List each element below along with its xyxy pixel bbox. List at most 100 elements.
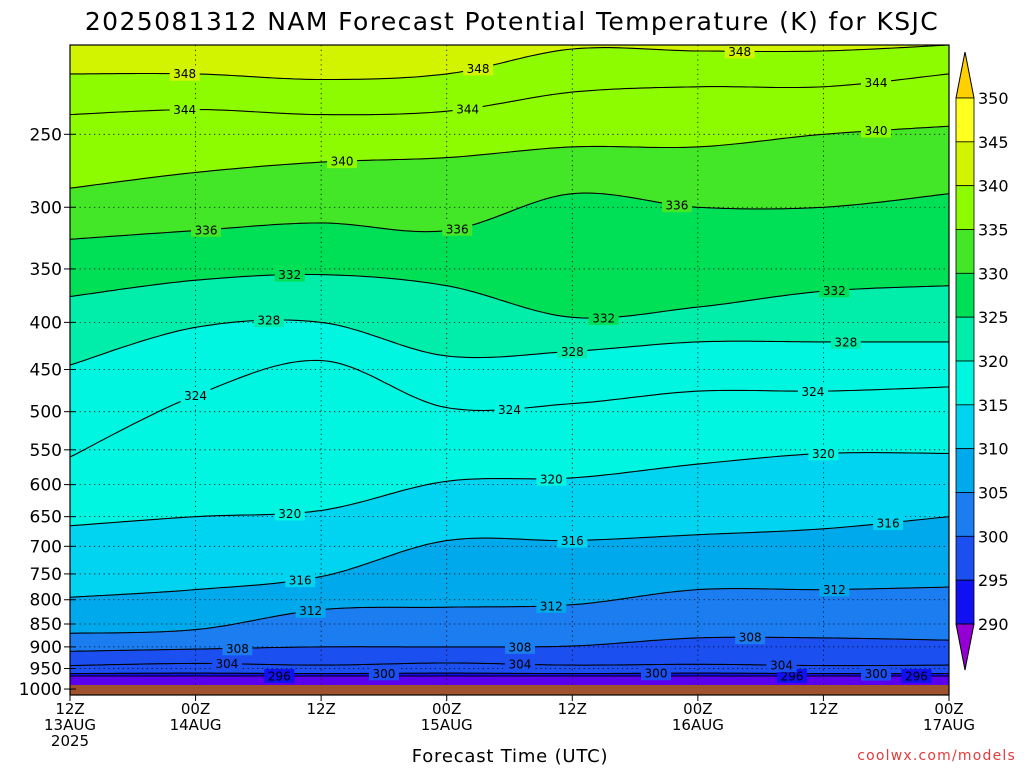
contour-label-bg (504, 639, 535, 654)
contour-label: 300 (865, 667, 888, 681)
contour-label-bg (191, 222, 222, 237)
y-tick-label: 400 (30, 313, 62, 333)
contour-label-bg (588, 310, 619, 325)
contour-label-bg (536, 471, 567, 486)
colorbar-swatch (955, 404, 975, 450)
contour-label: 324 (802, 385, 825, 399)
colorbar-swatch (955, 97, 975, 143)
colorbar-tick-label: 315 (978, 396, 1009, 415)
contour-label: 296 (268, 670, 291, 684)
contour-label: 328 (834, 335, 857, 349)
contour-label-bg (504, 657, 535, 672)
contour-label: 348 (467, 62, 490, 76)
y-tick-label: 500 (30, 403, 62, 423)
x-axis-label: Forecast Time (UTC) (412, 746, 609, 767)
contour-label-bg (873, 515, 904, 530)
contour-label: 332 (592, 311, 615, 325)
y-tick-label: 300 (30, 198, 62, 218)
contour-label: 348 (728, 45, 751, 59)
y-tick-label: 650 (30, 508, 62, 528)
colorbar-swatch (955, 272, 975, 318)
contour-label: 316 (877, 516, 900, 530)
contour-label: 312 (299, 604, 322, 618)
y-tick-label: 950 (30, 660, 62, 680)
contour-label-bg (180, 388, 211, 403)
contour-300 (70, 672, 949, 675)
contour-316 (70, 516, 949, 598)
contour-label-bg (557, 344, 588, 359)
contour-label-bg (169, 102, 200, 117)
contour-label-bg (797, 384, 828, 399)
contour-label-bg (901, 669, 932, 684)
contour-label: 344 (456, 102, 479, 116)
y-tick-label: 600 (30, 476, 62, 496)
contour-label: 308 (739, 631, 762, 645)
contour-label-bg (274, 267, 305, 282)
contour-label-bg (819, 582, 850, 597)
contour-label-bg (861, 666, 892, 681)
colorbar-tick-label: 335 (978, 221, 1009, 240)
color-fill-bands (70, 45, 949, 695)
x-tick-label: 2025 (51, 732, 89, 750)
contour-label-bg (169, 66, 200, 81)
x-tick-label: 12Z (55, 700, 84, 718)
contour-label-bg (830, 334, 861, 349)
contour-label-bg (766, 658, 797, 673)
colorbar-tick-label: 305 (978, 484, 1009, 503)
colorbar-swatch (955, 229, 975, 274)
contour-label: 332 (823, 284, 846, 298)
colorbar-tick-label: 310 (978, 440, 1009, 459)
x-tick-label: 15AUG (421, 716, 473, 734)
contour-label-bg (494, 402, 525, 417)
colorbar-bottom-arrow (955, 623, 975, 671)
contour-label-bg (285, 573, 316, 588)
contour-label-bg (368, 666, 399, 681)
contour-320 (70, 452, 949, 527)
y-tick-label: 800 (30, 591, 62, 611)
contour-label: 312 (823, 583, 846, 597)
contour-label: 304 (509, 658, 532, 672)
x-tick-label: 17AUG (923, 716, 975, 734)
contour-label-bg (211, 656, 242, 671)
y-tick-label: 350 (30, 260, 62, 280)
y-axis: 250 300 350 400 450 500 550 600 650 700 750 800 850 9… (19, 125, 76, 700)
x-tick-label: 13AUG (44, 716, 96, 734)
contour-label: 332 (278, 268, 301, 282)
colorbar: 350 345 340 335 330 325 320 315 310 305 300 295 290 (955, 51, 1009, 671)
chart-title: 2025081312 NAM Forecast Potential Temper… (85, 7, 939, 36)
contour-332 (70, 273, 949, 319)
contour-label: 336 (665, 199, 688, 213)
contour-label: 316 (561, 534, 584, 548)
contour-label: 348 (173, 67, 196, 81)
contour-label: 344 (865, 76, 888, 90)
contour-label-bg (641, 666, 671, 681)
contour-label: 336 (446, 222, 469, 236)
contour-label: 320 (812, 447, 835, 461)
contour-label-bg (819, 283, 850, 298)
colorbar-swatch (955, 316, 975, 362)
contour-label-bg (777, 669, 808, 684)
x-tick-label: 16AUG (672, 716, 724, 734)
colorbar-top-arrow (955, 51, 975, 99)
contour-328 (70, 319, 949, 366)
y-tick-label: 450 (30, 361, 62, 381)
x-tick-label: 12Z (809, 700, 838, 718)
contour-label: 340 (865, 124, 888, 138)
contour-label: 308 (509, 640, 532, 654)
contour-label: 328 (257, 314, 280, 328)
x-tick-label: 00Z (181, 700, 210, 718)
contour-label: 340 (331, 155, 354, 169)
contour-label: 320 (278, 507, 301, 521)
y-tick-label: 250 (30, 125, 62, 145)
contour-label-bg (452, 101, 483, 116)
contour-label: 316 (289, 574, 312, 588)
colorbar-tick-label: 340 (978, 177, 1009, 196)
colorbar-tick-label: 325 (978, 308, 1009, 327)
contour-label: 308 (226, 642, 249, 656)
contour-label-bg (536, 598, 567, 613)
y-tick-label: 700 (30, 537, 62, 557)
contour-label: 304 (770, 659, 793, 673)
x-tick-label: 00Z (934, 700, 963, 718)
